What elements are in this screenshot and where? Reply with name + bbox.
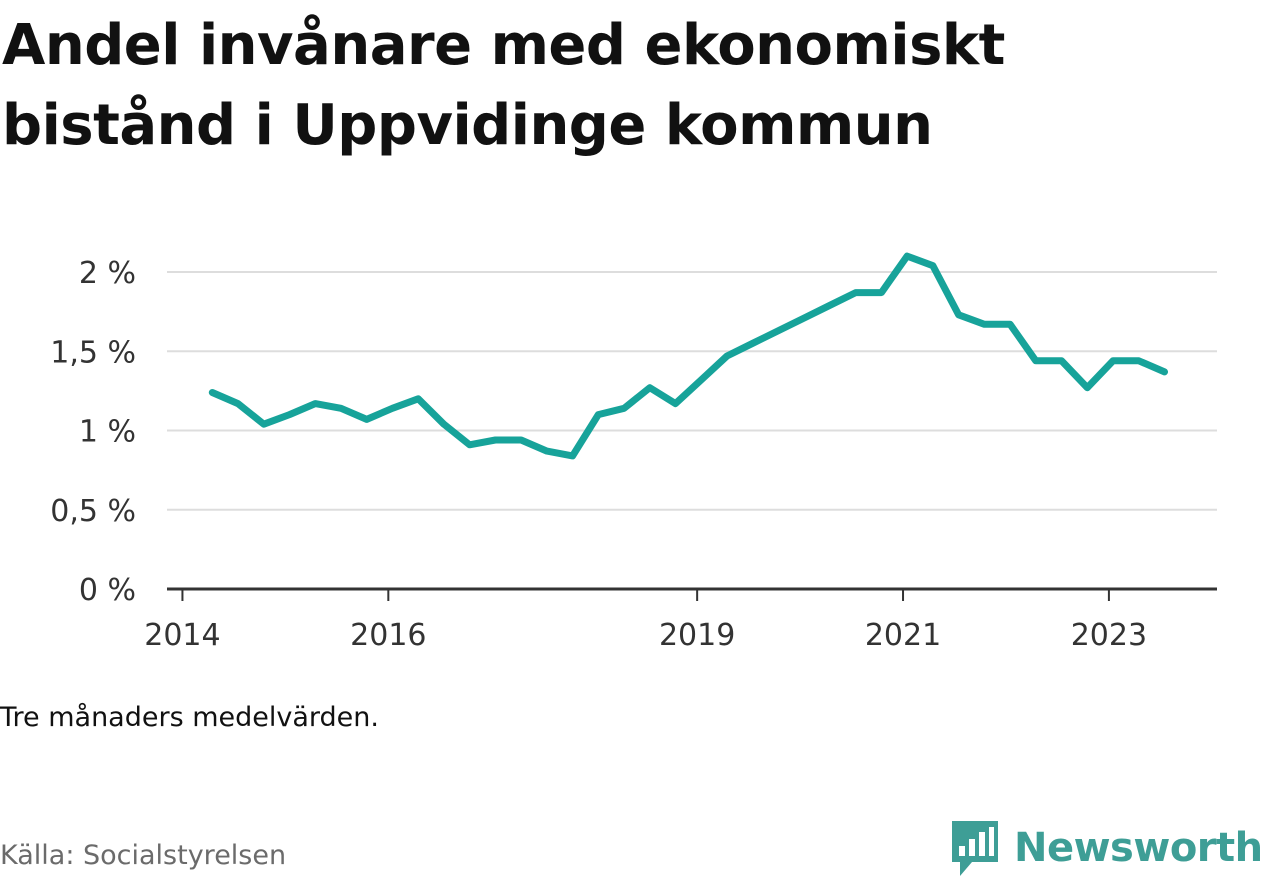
y-tick-label: 0,5 %	[50, 494, 136, 529]
x-tick-label: 2021	[865, 618, 941, 653]
line-chart: 0 % 0,5 % 1 % 1,5 % 2 % 2014 2016 2019 2021 2023	[50, 252, 1217, 653]
brand-logo: Newsworthy	[950, 818, 1262, 878]
y-tick-label: 1,5 %	[50, 335, 136, 370]
brand-name: Newsworthy	[1014, 825, 1262, 871]
x-tick-label: 2014	[144, 618, 220, 653]
y-tick-label: 1 %	[79, 415, 136, 450]
series-line	[208, 252, 1168, 460]
x-axis: 2014 2016 2019 2021 2023	[144, 587, 1217, 653]
y-axis-tick-labels: 0 % 0,5 % 1 % 1,5 % 2 %	[50, 256, 136, 608]
chart-title: Andel invånare med ekonomiskt bistånd i …	[2, 13, 1005, 158]
series-layer	[208, 252, 1168, 460]
y-tick-label: 0 %	[79, 573, 136, 608]
chart-note: Tre månaders medelvärden.	[0, 702, 379, 733]
y-tick-label: 2 %	[79, 256, 136, 291]
x-tick-label: 2016	[350, 618, 426, 653]
gridlines	[167, 271, 1217, 511]
x-tick-label: 2023	[1071, 618, 1147, 653]
bar-chart-logo-icon	[952, 821, 998, 876]
x-tick-label: 2019	[659, 618, 735, 653]
source-label: Källa: Socialstyrelsen	[0, 840, 287, 871]
